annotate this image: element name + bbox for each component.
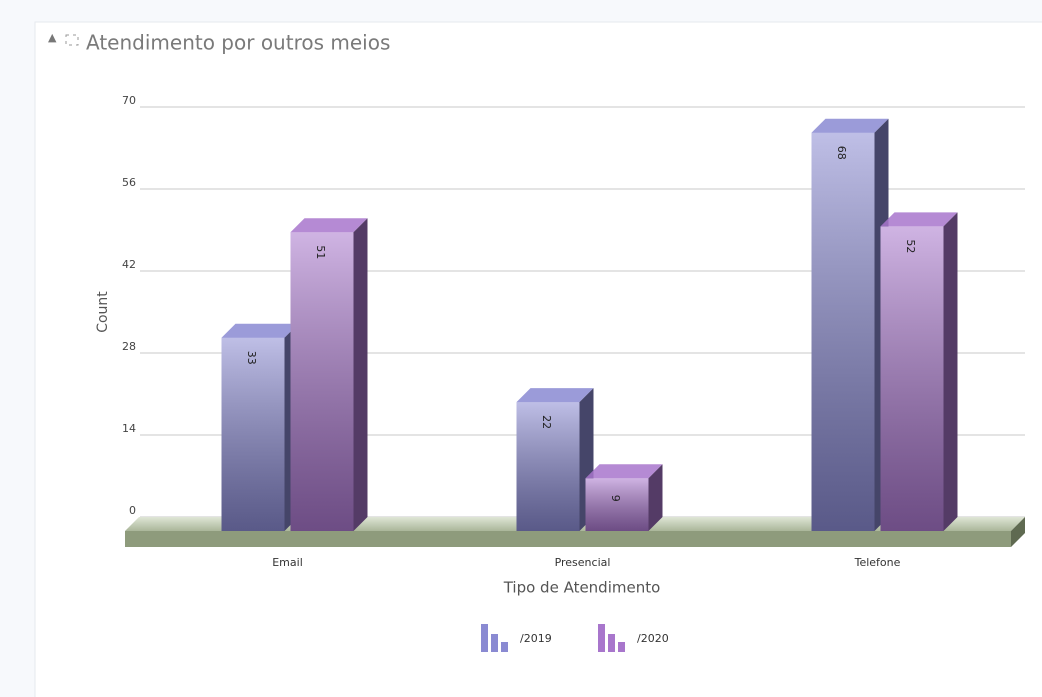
bar-top: [290, 218, 368, 233]
bar-top: [221, 323, 299, 338]
bar-shade: [585, 478, 649, 531]
bar-shade: [516, 402, 580, 531]
y-tick-label: 56: [122, 176, 136, 189]
value-label: 22: [540, 415, 553, 429]
legend-label: /2020: [637, 632, 669, 645]
y-axis-label: Count: [95, 291, 111, 333]
floor-front: [125, 531, 1011, 547]
bar-top: [811, 118, 889, 133]
legend-label: /2019: [520, 632, 552, 645]
expand-icon[interactable]: [65, 34, 79, 46]
bar-group: 68: [811, 118, 889, 531]
x-tick-label: Telefone: [854, 556, 901, 569]
y-tick-label: 28: [122, 340, 136, 353]
bar-shade: [221, 337, 285, 531]
x-tick-label: Email: [272, 556, 303, 569]
y-tick-label: 14: [122, 422, 136, 435]
legend-swatch: [481, 624, 488, 652]
y-tick-label: 0: [129, 504, 136, 517]
value-label: 33: [245, 351, 258, 365]
bar-shade: [290, 232, 354, 532]
value-label: 68: [835, 146, 848, 160]
bar-group: 9: [585, 464, 663, 531]
bar-side: [648, 464, 663, 531]
value-label: 9: [609, 495, 622, 502]
bar-group: 33: [221, 323, 299, 531]
legend-swatch: [501, 642, 508, 652]
bar-group: 52: [880, 212, 958, 531]
legend-swatch: [598, 624, 605, 652]
bar-group: 22: [516, 388, 594, 531]
legend-swatch: [618, 642, 625, 652]
bar-top: [880, 212, 958, 227]
legend-swatch: [491, 634, 498, 652]
y-tick-label: 42: [122, 258, 136, 271]
bar-group: 51: [290, 218, 368, 532]
y-tick-label: 70: [122, 94, 136, 107]
x-tick-label: Presencial: [555, 556, 611, 569]
floor-side: [1011, 517, 1025, 547]
value-label: 52: [904, 239, 917, 253]
bar-shade: [811, 132, 875, 531]
bar-side: [943, 212, 958, 531]
bar-side: [353, 218, 368, 532]
bar-shade: [880, 226, 944, 531]
value-label: 51: [314, 245, 327, 259]
bar-top: [585, 464, 663, 479]
bar-top: [516, 388, 594, 403]
collapse-icon[interactable]: ▲: [48, 31, 57, 44]
legend-swatch: [608, 634, 615, 652]
x-axis-label: Tipo de Atendimento: [503, 579, 661, 597]
chart-title: Atendimento por outros meios: [86, 31, 390, 55]
